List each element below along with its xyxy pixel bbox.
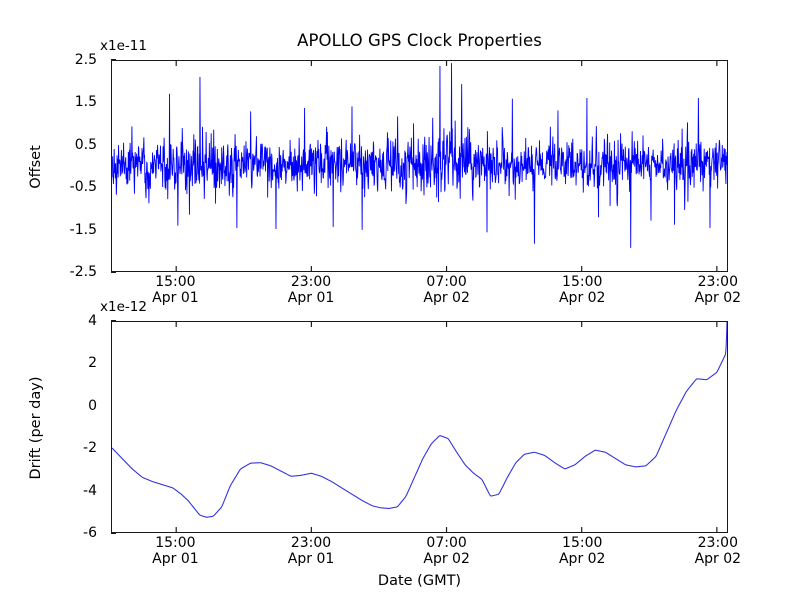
offset-y-tick-label: 2.5 <box>74 52 97 68</box>
offset-multiplier-label: x1e-11 <box>100 38 147 54</box>
offset-x-tick-time: 15:00 <box>562 274 603 290</box>
offset-x-tick-date: Apr 01 <box>152 290 199 306</box>
offset-x-tick-label: 15:00 Apr 01 <box>152 274 198 306</box>
drift-x-tick-date: Apr 01 <box>152 551 199 567</box>
drift-y-tick-label: 2 <box>88 355 97 372</box>
offset-y-tick-label: 1.5 <box>74 94 97 111</box>
offset-x-tick-time: 23:00 <box>697 274 739 290</box>
chart-title: APOLLO GPS Clock Properties <box>297 31 542 50</box>
drift-x-tick-time: 23:00 <box>697 535 739 551</box>
drift-x-tick-time: 07:00 <box>426 535 467 551</box>
offset-x-tick-time: 07:00 <box>426 274 467 290</box>
drift-x-tick-time: 23:00 <box>290 535 332 551</box>
offset-x-tick-date: Apr 01 <box>287 290 335 306</box>
drift-y-tick-label: 0 <box>88 397 97 414</box>
offset-y-tick-label: -0.5 <box>69 179 97 196</box>
drift-x-tick-label: 15:00 Apr 02 <box>559 535 605 567</box>
drift-y-tick-group: 4 2 0 -2 -4 -6 <box>0 313 116 541</box>
offset-x-tick-date: Apr 02 <box>423 290 470 306</box>
offset-plot-area <box>111 60 728 272</box>
offset-x-tick-label: 15:00 Apr 02 <box>559 274 605 306</box>
offset-x-tick-date: Apr 02 <box>558 290 606 306</box>
drift-multiplier-label: x1e-12 <box>100 299 147 315</box>
offset-x-tick-time: 23:00 <box>290 274 332 290</box>
drift-x-tick-label: 15:00 Apr 01 <box>152 535 198 567</box>
offset-x-tick-label: 23:00 Apr 02 <box>695 274 741 306</box>
drift-x-tick-time: 15:00 <box>562 535 603 551</box>
offset-x-tick-label: 07:00 Apr 02 <box>423 274 469 306</box>
drift-x-tick-label: 23:00 Apr 02 <box>695 535 741 567</box>
drift-y-tick-label: -6 <box>83 525 97 541</box>
drift-x-tick-date: Apr 02 <box>694 551 742 567</box>
drift-x-tick-date: Apr 02 <box>423 551 470 567</box>
drift-x-tick-label: 07:00 Apr 02 <box>423 535 469 567</box>
drift-x-tick-date: Apr 02 <box>558 551 606 567</box>
offset-series-plot <box>112 61 727 271</box>
offset-y-tick-label: 0.5 <box>74 136 97 153</box>
offset-y-tick-label: -1.5 <box>69 221 97 238</box>
drift-x-tick-time: 15:00 <box>155 535 196 551</box>
drift-y-tick-label: 4 <box>88 313 97 329</box>
drift-x-tick-label: 23:00 Apr 01 <box>288 535 334 567</box>
offset-y-tick-group: 2.5 1.5 0.5 -0.5 -1.5 -2.5 <box>0 52 116 280</box>
drift-series-plot <box>112 322 727 532</box>
offset-x-tick-label: 23:00 Apr 01 <box>288 274 334 306</box>
drift-x-tick-date: Apr 01 <box>287 551 335 567</box>
offset-x-tick-time: 15:00 <box>155 274 196 290</box>
drift-y-tick-label: -4 <box>83 482 97 499</box>
drift-y-tick-label: -2 <box>83 440 97 457</box>
drift-x-axis-label: Date (GMT) <box>377 573 462 589</box>
offset-y-tick-label: -2.5 <box>69 264 97 280</box>
offset-x-tick-date: Apr 02 <box>694 290 742 306</box>
drift-plot-area <box>111 321 728 533</box>
